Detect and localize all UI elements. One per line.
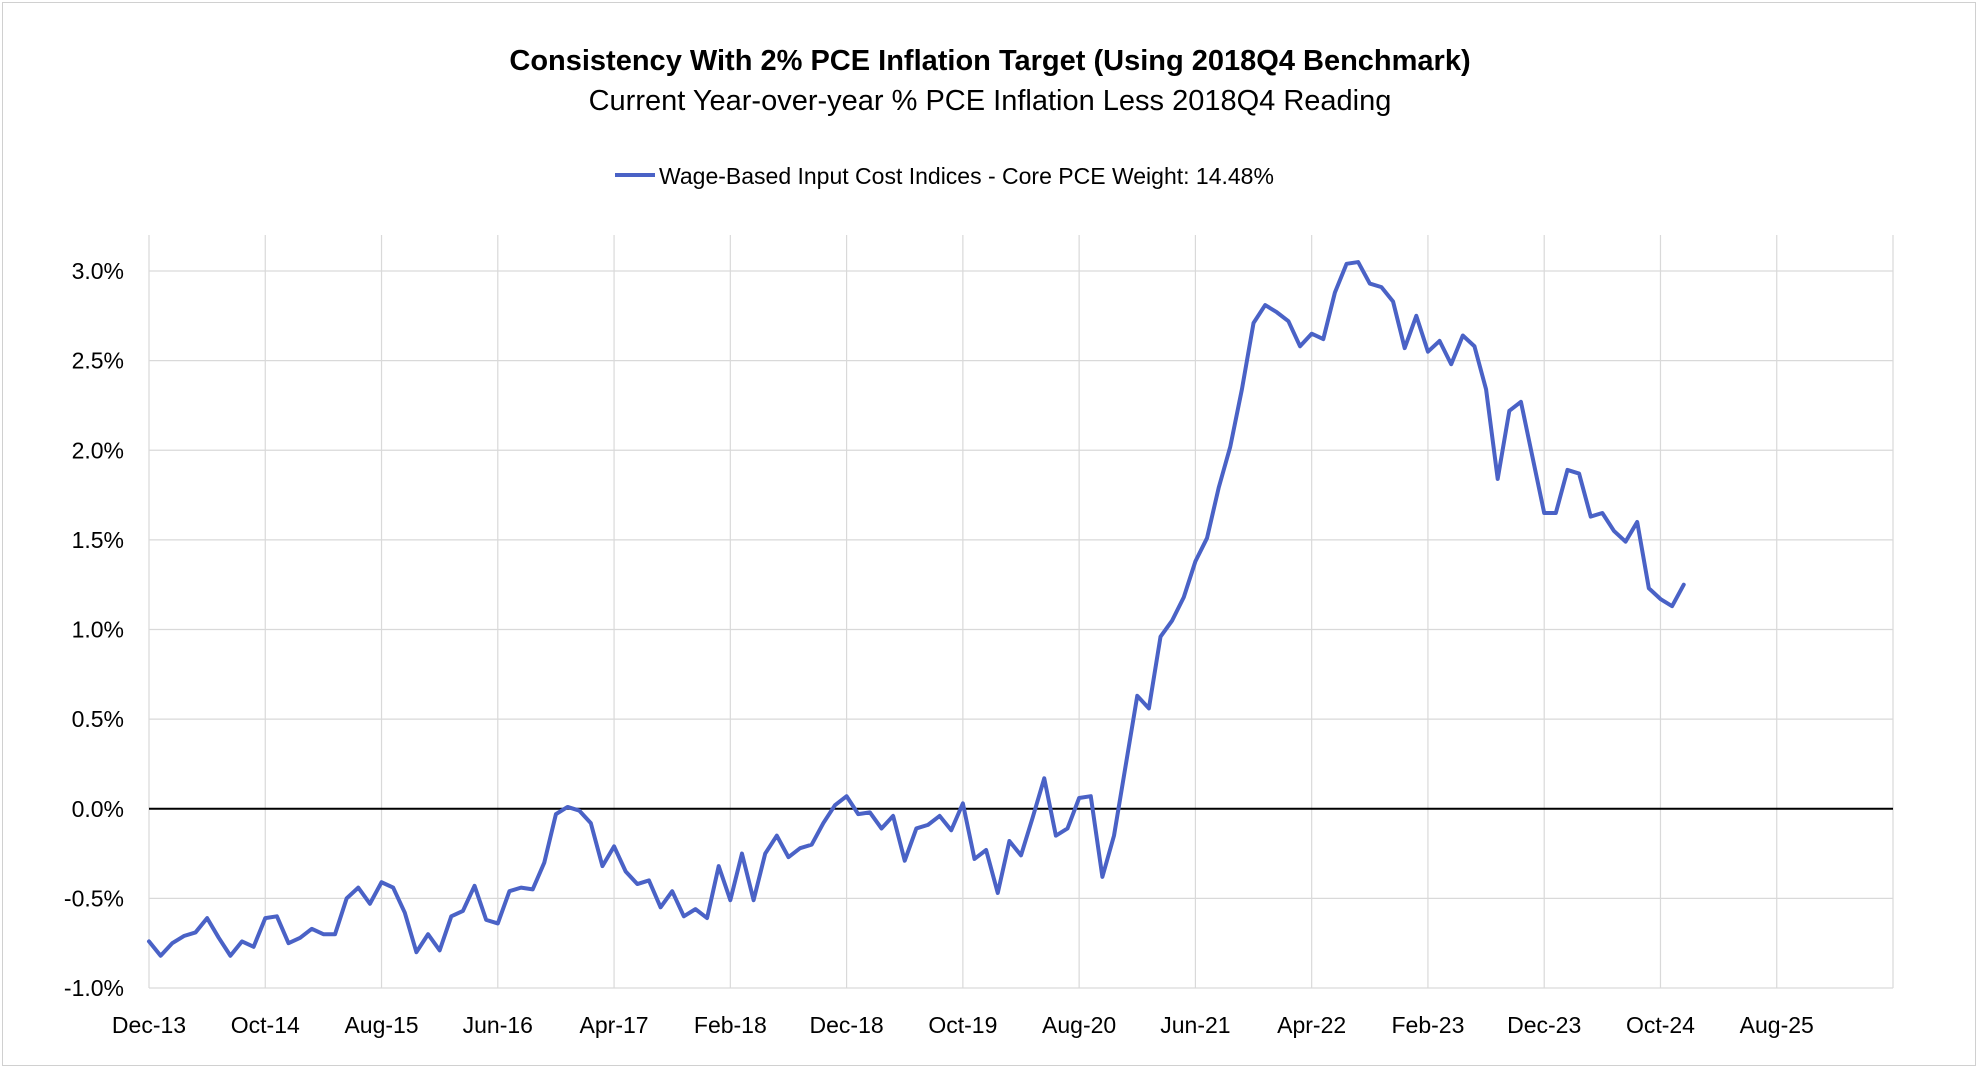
y-tick-label: 0.5% xyxy=(72,706,124,732)
y-tick-label: 0.0% xyxy=(72,796,124,822)
tick-labels: Dec-13 Oct-14 Aug-15 Jun-16 Apr-17 Feb-18 Dec-… xyxy=(64,258,1814,1038)
series-line xyxy=(147,260,1686,958)
gridlines xyxy=(148,235,1894,989)
y-tick-label: 2.5% xyxy=(72,348,124,374)
series-layer xyxy=(147,260,1686,958)
y-tick-label: 3.0% xyxy=(72,258,124,284)
x-tick-label: Dec-13 xyxy=(112,1012,186,1038)
legend-label: Wage-Based Input Cost Indices - Core PCE… xyxy=(659,163,1274,189)
line-chart: Consistency With 2% PCE Inflation Target… xyxy=(64,45,1894,1038)
y-tick-label: 1.0% xyxy=(72,617,124,643)
y-tick-label: -1.0% xyxy=(64,975,124,1001)
x-tick-label: Jun-21 xyxy=(1160,1012,1230,1038)
x-tick-label: Jun-16 xyxy=(463,1012,533,1038)
y-tick-label: 1.5% xyxy=(72,527,124,553)
x-tick-label: Feb-18 xyxy=(694,1012,767,1038)
chart-subtitle: Current Year-over-year % PCE Inflation L… xyxy=(589,85,1392,117)
legend: Wage-Based Input Cost Indices - Core PCE… xyxy=(615,163,1274,189)
x-tick-label: Oct-14 xyxy=(231,1012,300,1038)
x-tick-label: Dec-18 xyxy=(810,1012,884,1038)
x-tick-label: Aug-25 xyxy=(1740,1012,1814,1038)
y-tick-label: -0.5% xyxy=(64,885,124,911)
x-tick-label: Apr-17 xyxy=(580,1012,649,1038)
x-tick-label: Feb-23 xyxy=(1391,1012,1464,1038)
x-tick-label: Apr-22 xyxy=(1277,1012,1346,1038)
y-tick-label: 2.0% xyxy=(72,437,124,463)
x-tick-label: Dec-23 xyxy=(1507,1012,1581,1038)
x-tick-label: Aug-20 xyxy=(1042,1012,1116,1038)
x-tick-label: Aug-15 xyxy=(344,1012,418,1038)
x-tick-label: Oct-24 xyxy=(1626,1012,1695,1038)
chart-title: Consistency With 2% PCE Inflation Target… xyxy=(509,45,1470,77)
x-tick-label: Oct-19 xyxy=(928,1012,997,1038)
